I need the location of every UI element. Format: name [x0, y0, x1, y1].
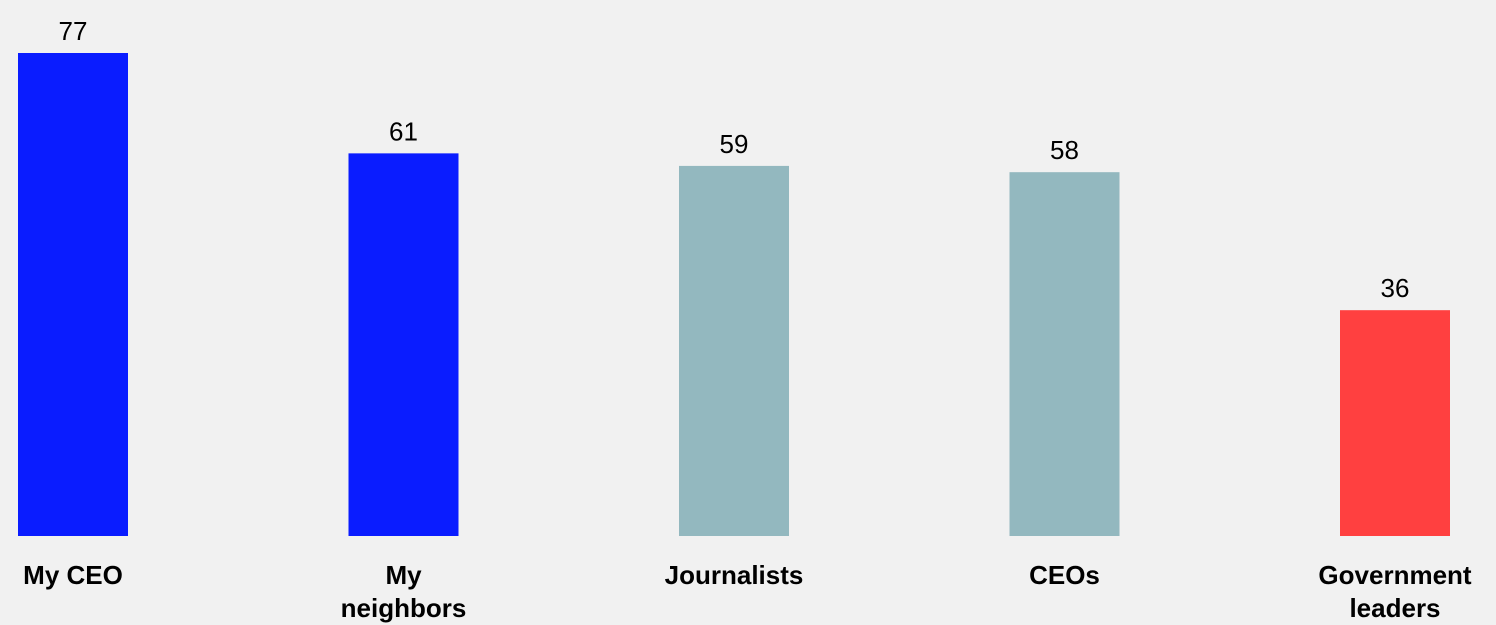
value-label-government-leaders: 36	[1381, 273, 1410, 303]
bar-government-leaders	[1340, 310, 1450, 536]
value-labels-group: 77 61 59 58 36	[59, 16, 1410, 303]
value-label-my-ceo: 77	[59, 16, 88, 46]
category-label-my-neighbors-line-2: neighbors	[341, 593, 467, 623]
value-label-journalists: 59	[720, 129, 749, 159]
bar-my-neighbors	[348, 153, 459, 536]
category-label-ceos: CEOs	[1029, 560, 1100, 590]
category-label-government-leaders-line-1: Government	[1318, 560, 1471, 590]
category-label-my-ceo: My CEO	[23, 560, 123, 590]
category-label-my-neighbors-line-1: My	[385, 560, 422, 590]
category-label-government-leaders-line-2: leaders	[1349, 593, 1440, 623]
bar-my-ceo	[18, 53, 128, 536]
bar-ceos	[1009, 172, 1120, 536]
bars-group	[18, 53, 1450, 536]
value-label-ceos: 58	[1050, 135, 1079, 165]
category-label-journalists: Journalists	[665, 560, 804, 590]
bar-journalists	[679, 165, 789, 536]
value-label-my-neighbors: 61	[389, 116, 418, 146]
